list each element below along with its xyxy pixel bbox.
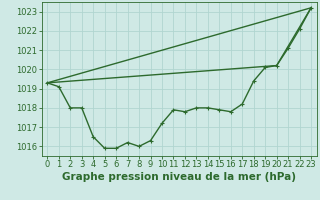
X-axis label: Graphe pression niveau de la mer (hPa): Graphe pression niveau de la mer (hPa) xyxy=(62,172,296,182)
